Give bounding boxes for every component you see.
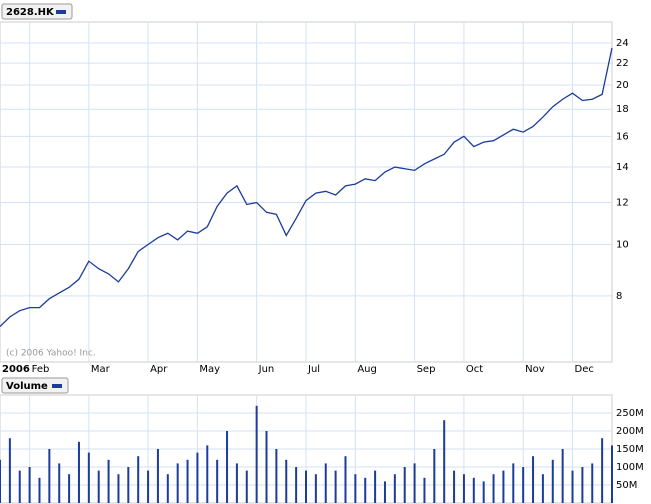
volume-bar [305,470,307,503]
volume-bar [443,420,446,503]
volume-bar [314,474,317,503]
x-tick-label: 2006 [2,364,30,375]
y-tick-label: 200M [616,426,644,437]
legend-button[interactable] [1,377,69,394]
volume-bar [206,445,209,503]
y-tick-label: 18 [616,104,629,115]
price-line [0,47,613,327]
y-tick-label: 12 [616,198,629,209]
volume-bar [344,456,347,503]
volume-bar [383,481,386,503]
volume-bar [0,459,1,503]
y-tick-label: 24 [616,38,629,49]
volume-bar [324,463,327,503]
legend-text: Volume [6,381,48,392]
y-tick-label: 10 [616,239,629,250]
volume-bar [117,474,120,503]
x-tick-label: Dec [575,364,594,375]
volume-bar [295,467,298,503]
volume-bar [87,452,90,503]
volume-bar [275,449,278,503]
volume-bar [364,477,367,503]
y-tick-label: 150M [616,444,644,455]
volume-bar [492,474,495,503]
y-tick-label: 8 [616,291,622,302]
legend-swatch [52,384,62,388]
volume-bar [413,463,416,503]
x-tick-label: Jun [258,364,275,375]
volume-bar [403,467,406,503]
volume-bar [265,431,268,503]
x-tick-label: Oct [466,364,483,375]
x-tick-label: Nov [525,364,545,375]
volume-bar [38,477,41,503]
volume-bar [127,467,130,503]
copyright: (c) 2006 Yahoo! Inc. [6,349,96,359]
volume-bar [77,441,80,503]
volume-bar [374,470,377,503]
volume-bar [107,459,110,503]
volume-bar [137,456,140,503]
volume-bar [68,474,71,503]
volume-bar [393,474,396,503]
volume-bar [354,474,357,503]
legend-swatch [56,10,66,14]
y-tick-label: 50M [616,480,637,491]
volume-bar [186,459,189,503]
volume-bar [48,449,51,503]
volume-bar [611,445,613,503]
volume-bar [551,459,554,503]
x-tick-label: Sep [417,364,436,375]
volume-bar [8,438,11,503]
y-tick-label: 100M [616,462,644,473]
volume-bar [216,459,219,503]
volume-bar [97,470,100,503]
volume-bar [226,431,229,503]
y-tick-label: 16 [616,131,629,142]
volume-bar [18,470,21,503]
volume-bar [512,463,515,503]
volume-bar [28,467,31,503]
y-tick-label: 20 [616,80,629,91]
volume-bar [482,481,485,503]
legend-text: 2628.HK [6,7,55,18]
volume-bar [571,470,574,503]
volume-bar [462,474,465,503]
volume-bar [472,477,475,503]
volume-bar [522,467,525,503]
volume-bar [255,405,258,503]
y-tick-label: 22 [616,58,629,69]
volume-bar [235,463,238,503]
x-tick-label: Aug [357,364,377,375]
volume-bar [156,449,159,503]
volume-bar [166,474,169,503]
volume-bar [581,467,584,503]
x-tick-label: Jul [307,364,320,375]
volume-bar [453,470,456,503]
volume-bar [147,470,150,503]
volume-bar [196,452,199,503]
volume-bar [334,470,337,503]
x-tick-label: Apr [150,364,168,375]
x-tick-label: Mar [91,364,111,375]
volume-bar [591,463,594,503]
volume-bar [541,474,544,503]
y-tick-label: 14 [616,162,629,173]
volume-bar [433,449,436,503]
volume-bar [532,456,535,503]
volume-bar [601,438,604,503]
volume-bar [58,463,61,503]
volume-bar [561,449,564,503]
y-tick-label: 250M [616,408,644,419]
volume-bar [245,470,248,503]
volume-bar [176,463,179,503]
x-tick-label: Feb [32,364,50,375]
volume-bar [423,477,426,503]
volume-bar [502,470,505,503]
legend-button[interactable] [1,3,73,20]
x-tick-label: May [199,364,220,375]
volume-bar [285,459,288,503]
